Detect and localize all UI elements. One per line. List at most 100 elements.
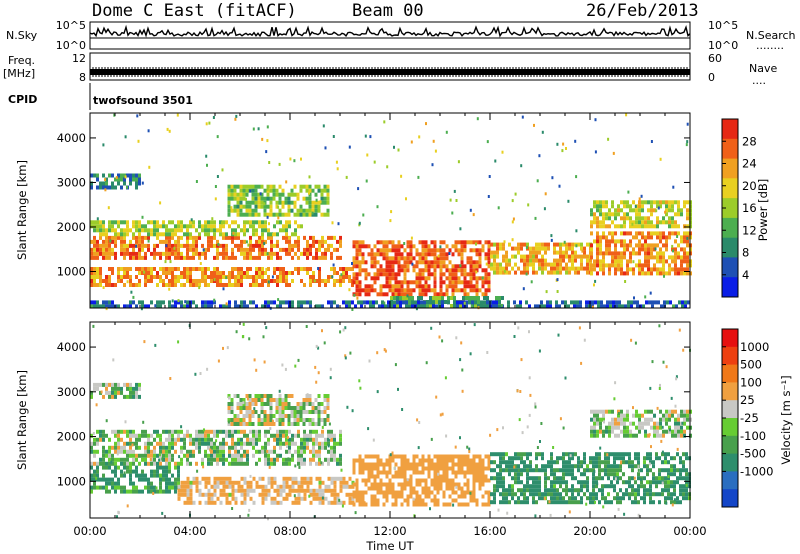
heatmap-cell	[114, 445, 117, 450]
heatmap-cell	[641, 216, 644, 221]
heatmap-cell	[348, 476, 352, 481]
heatmap-cell	[275, 200, 279, 205]
heatmap-cell	[442, 466, 446, 471]
heatmap-cell	[339, 279, 342, 283]
heatmap-cell	[93, 469, 96, 474]
heatmap-cell	[99, 457, 102, 462]
heatmap-cell	[658, 492, 661, 497]
heatmap-cell	[312, 488, 316, 493]
heatmap-cell	[677, 271, 680, 276]
heatmap-cell	[108, 283, 111, 287]
heatmap-cell	[541, 496, 544, 501]
heatmap-cell	[391, 264, 395, 269]
heatmap-cell	[243, 441, 246, 446]
heatmap-cell	[270, 300, 273, 305]
heatmap-cell	[439, 248, 443, 253]
heatmap-cell	[526, 254, 529, 259]
heatmap-cell	[382, 470, 386, 475]
heatmap-cell	[462, 296, 465, 300]
heatmap-cell	[352, 264, 356, 269]
heatmap-cell	[495, 296, 498, 300]
heatmap-cell	[418, 478, 422, 483]
heatmap-cell	[544, 262, 547, 267]
heatmap-cell	[535, 480, 538, 485]
heatmap-cell	[171, 481, 174, 486]
heatmap-cell	[632, 224, 635, 229]
heatmap-cell	[457, 240, 461, 245]
heatmap-cell	[613, 468, 616, 473]
heatmap-cell	[483, 300, 486, 305]
heatmap-cell	[138, 181, 141, 186]
heatmap-cell	[429, 300, 432, 305]
heatmap-cell	[260, 192, 264, 197]
heatmap-cell	[630, 304, 633, 309]
heatmap-cell	[333, 300, 336, 305]
heatmap-cell	[400, 244, 404, 249]
heatmap-cell	[514, 464, 517, 469]
heatmap-cell	[239, 406, 243, 410]
heatmap-cell	[439, 272, 443, 277]
heatmap-cell	[321, 488, 325, 493]
heatmap-cell	[236, 418, 240, 422]
heatmap-cell	[285, 275, 288, 279]
heatmap-cell	[463, 276, 467, 281]
heatmap-cell	[367, 462, 371, 467]
heatmap-cell	[412, 470, 416, 475]
heatmap-cell	[379, 482, 383, 487]
heatmap-cell	[595, 476, 598, 481]
heatmap-cell	[559, 254, 562, 259]
heatmap-cell	[481, 284, 485, 289]
heatmap-cell	[108, 304, 111, 309]
heatmap-cell	[222, 275, 225, 279]
heatmap-cell	[270, 433, 273, 438]
heatmap-cell	[306, 476, 310, 481]
heatmap-cell	[308, 204, 312, 209]
heatmap-cell	[553, 488, 556, 493]
heatmap-cell	[348, 300, 351, 305]
heatmap-cell	[144, 485, 147, 490]
heatmap-cell	[662, 259, 665, 264]
heatmap-cell	[465, 304, 468, 309]
heatmap-cell	[324, 283, 327, 287]
heatmap-cell	[382, 240, 386, 245]
heatmap-scatter-cell	[663, 274, 665, 278]
heatmap-cell	[632, 251, 635, 256]
heatmap-cell	[291, 476, 295, 481]
heatmap-cell	[586, 484, 589, 489]
heatmap-cell	[183, 255, 186, 260]
heatmap-cell	[195, 488, 199, 493]
heatmap-cell	[451, 268, 455, 273]
heatmap-cell	[570, 300, 573, 305]
heatmap-cell	[361, 478, 365, 483]
heatmap-cell	[305, 208, 309, 213]
heatmap-cell	[231, 461, 234, 466]
heatmap-cell	[246, 267, 249, 271]
heatmap-cell	[195, 476, 199, 481]
heatmap-cell	[370, 482, 374, 487]
heatmap-cell	[138, 224, 141, 229]
heatmap-cell	[293, 200, 297, 205]
heatmap-cell	[478, 288, 482, 293]
heatmap-cell	[126, 453, 129, 458]
heatmap-scatter-cell	[624, 280, 627, 283]
heatmap-cell	[293, 212, 297, 217]
heatmap-cell	[251, 184, 255, 189]
heatmap-cell	[270, 461, 273, 466]
heatmap-cell	[412, 462, 416, 467]
heatmap-scatter-cell	[512, 217, 515, 221]
heatmap-cell	[614, 239, 617, 244]
heatmap-cell	[472, 240, 476, 245]
heatmap-cell	[291, 232, 294, 237]
heatmap-cell	[647, 208, 650, 213]
heatmap-cell	[493, 270, 496, 275]
heatmap-cell	[306, 271, 309, 275]
heatmap-cell	[682, 460, 685, 465]
heatmap-cell	[451, 454, 455, 459]
heatmap-cell	[418, 280, 422, 285]
heatmap-cell	[135, 181, 138, 186]
heatmap-cell	[628, 460, 631, 465]
heatmap-cell	[285, 457, 288, 462]
heatmap-cell	[385, 284, 389, 289]
heatmap-cell	[318, 488, 322, 493]
